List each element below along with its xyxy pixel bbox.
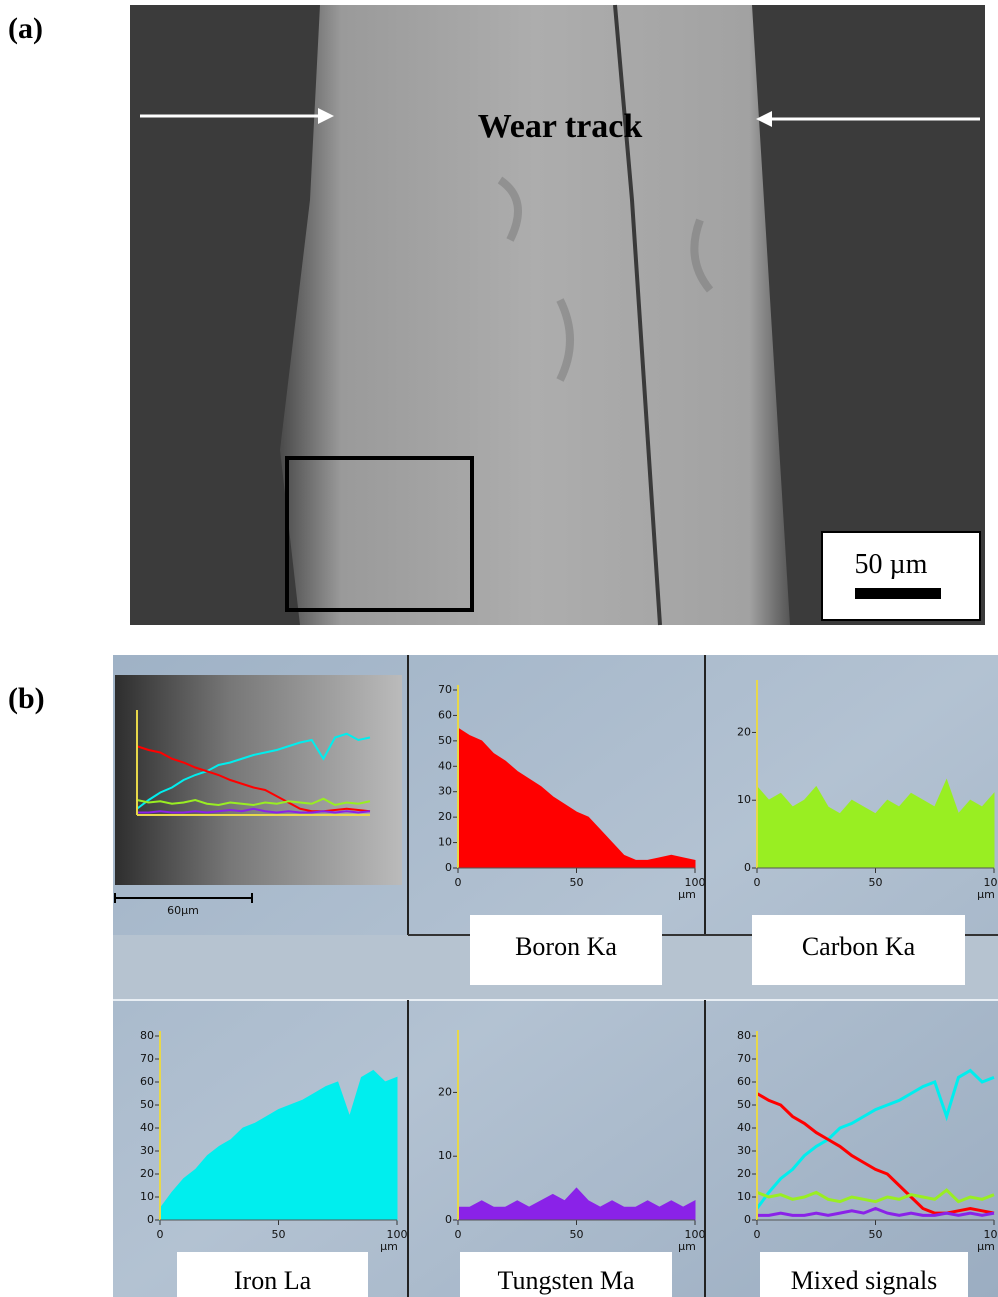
y-tick-label: 30 [438, 785, 452, 798]
y-tick-label: 40 [438, 759, 452, 772]
line [757, 1206, 995, 1217]
x-axis-label: µm [380, 1240, 398, 1253]
area [457, 727, 696, 869]
x-axis-label: µm [977, 1240, 995, 1253]
y-tick-label: 20 [140, 1167, 154, 1180]
y-tick-label: 30 [140, 1144, 154, 1157]
area [457, 1187, 696, 1221]
x-tick-label: 100 [685, 1228, 706, 1241]
line [137, 807, 371, 814]
y-tick-label: 0 [445, 1213, 452, 1226]
label-box [760, 1252, 968, 1297]
x-tick-label: 0 [754, 1228, 761, 1241]
x-tick-label: 50 [869, 1228, 883, 1241]
y-tick-label: 60 [438, 708, 452, 721]
x-tick-label: 0 [455, 876, 462, 889]
y-tick-label: 70 [737, 1052, 751, 1065]
y-tick-label: 40 [140, 1121, 154, 1134]
y-tick-label: 20 [438, 810, 452, 823]
y-tick-label: 80 [737, 1029, 751, 1042]
area [159, 1069, 398, 1221]
line [756, 1092, 995, 1215]
x-tick-label: 100 [685, 876, 706, 889]
inset-image [115, 675, 402, 885]
x-tick-label: 50 [869, 876, 883, 889]
chart-title: Iron La [234, 1266, 312, 1295]
annotation: Wear track [478, 108, 643, 145]
y-tick-label: 60 [140, 1075, 154, 1088]
scale-label: 50 µm [855, 549, 928, 580]
chart-title: Mixed signals [791, 1266, 938, 1295]
groove [613, 4, 662, 626]
line [136, 745, 371, 813]
y-tick-label: 0 [744, 861, 751, 874]
y-tick-label: 80 [140, 1029, 154, 1042]
line [136, 732, 371, 810]
x-axis-label: µm [977, 888, 995, 901]
x-tick-label: 100 [984, 876, 998, 889]
y-tick-label: 10 [438, 836, 452, 849]
x-tick-label: 0 [157, 1228, 164, 1241]
arrowhead [756, 111, 772, 127]
line [136, 797, 371, 807]
scale-box [821, 531, 981, 621]
x-tick-label: 50 [272, 1228, 286, 1241]
chart-title: Tungsten Ma [497, 1266, 634, 1295]
x-axis-label: µm [678, 888, 696, 901]
y-tick-label: 30 [737, 1144, 751, 1157]
x-tick-label: 50 [570, 1228, 584, 1241]
y-tick-label: 0 [147, 1213, 154, 1226]
y-tick-label: 70 [140, 1052, 154, 1065]
texture [497, 176, 714, 382]
label-box [470, 915, 662, 985]
y-tick-label: 70 [438, 683, 452, 696]
wear-band [280, 5, 790, 625]
x-tick-label: 50 [570, 876, 584, 889]
x-tick-label: 100 [984, 1228, 998, 1241]
y-tick-label: 40 [737, 1121, 751, 1134]
inset-scale-label: 60µm [167, 904, 199, 917]
label-box [177, 1252, 368, 1297]
x-tick-label: 0 [754, 876, 761, 889]
line [756, 1188, 995, 1204]
area [756, 778, 995, 869]
y-tick-label: 20 [438, 1085, 452, 1098]
y-tick-label: 20 [737, 725, 751, 738]
y-tick-label: 60 [737, 1075, 751, 1088]
y-tick-label: 10 [438, 1149, 452, 1162]
panel-label: (a) [8, 12, 43, 45]
y-tick-label: 0 [445, 861, 452, 874]
y-tick-label: 50 [737, 1098, 751, 1111]
x-tick-label: 0 [455, 1228, 462, 1241]
x-axis-label: µm [678, 1240, 696, 1253]
x-tick-label: 100 [387, 1228, 408, 1241]
y-tick-label: 10 [737, 1190, 751, 1203]
line [755, 1068, 995, 1210]
chart-title: Carbon Ka [802, 932, 916, 961]
label-box [752, 915, 965, 985]
panel-label: (b) [8, 682, 45, 715]
y-tick-label: 20 [737, 1167, 751, 1180]
y-tick-label: 50 [140, 1098, 154, 1111]
y-tick-label: 50 [438, 734, 452, 747]
y-tick-label: 0 [744, 1213, 751, 1226]
label-box [460, 1252, 672, 1297]
arrowhead [318, 108, 334, 124]
region-box [285, 456, 474, 612]
scale-bar [855, 588, 941, 599]
y-tick-label: 10 [737, 793, 751, 806]
y-tick-label: 10 [140, 1190, 154, 1203]
chart-title: Boron Ka [515, 932, 617, 961]
